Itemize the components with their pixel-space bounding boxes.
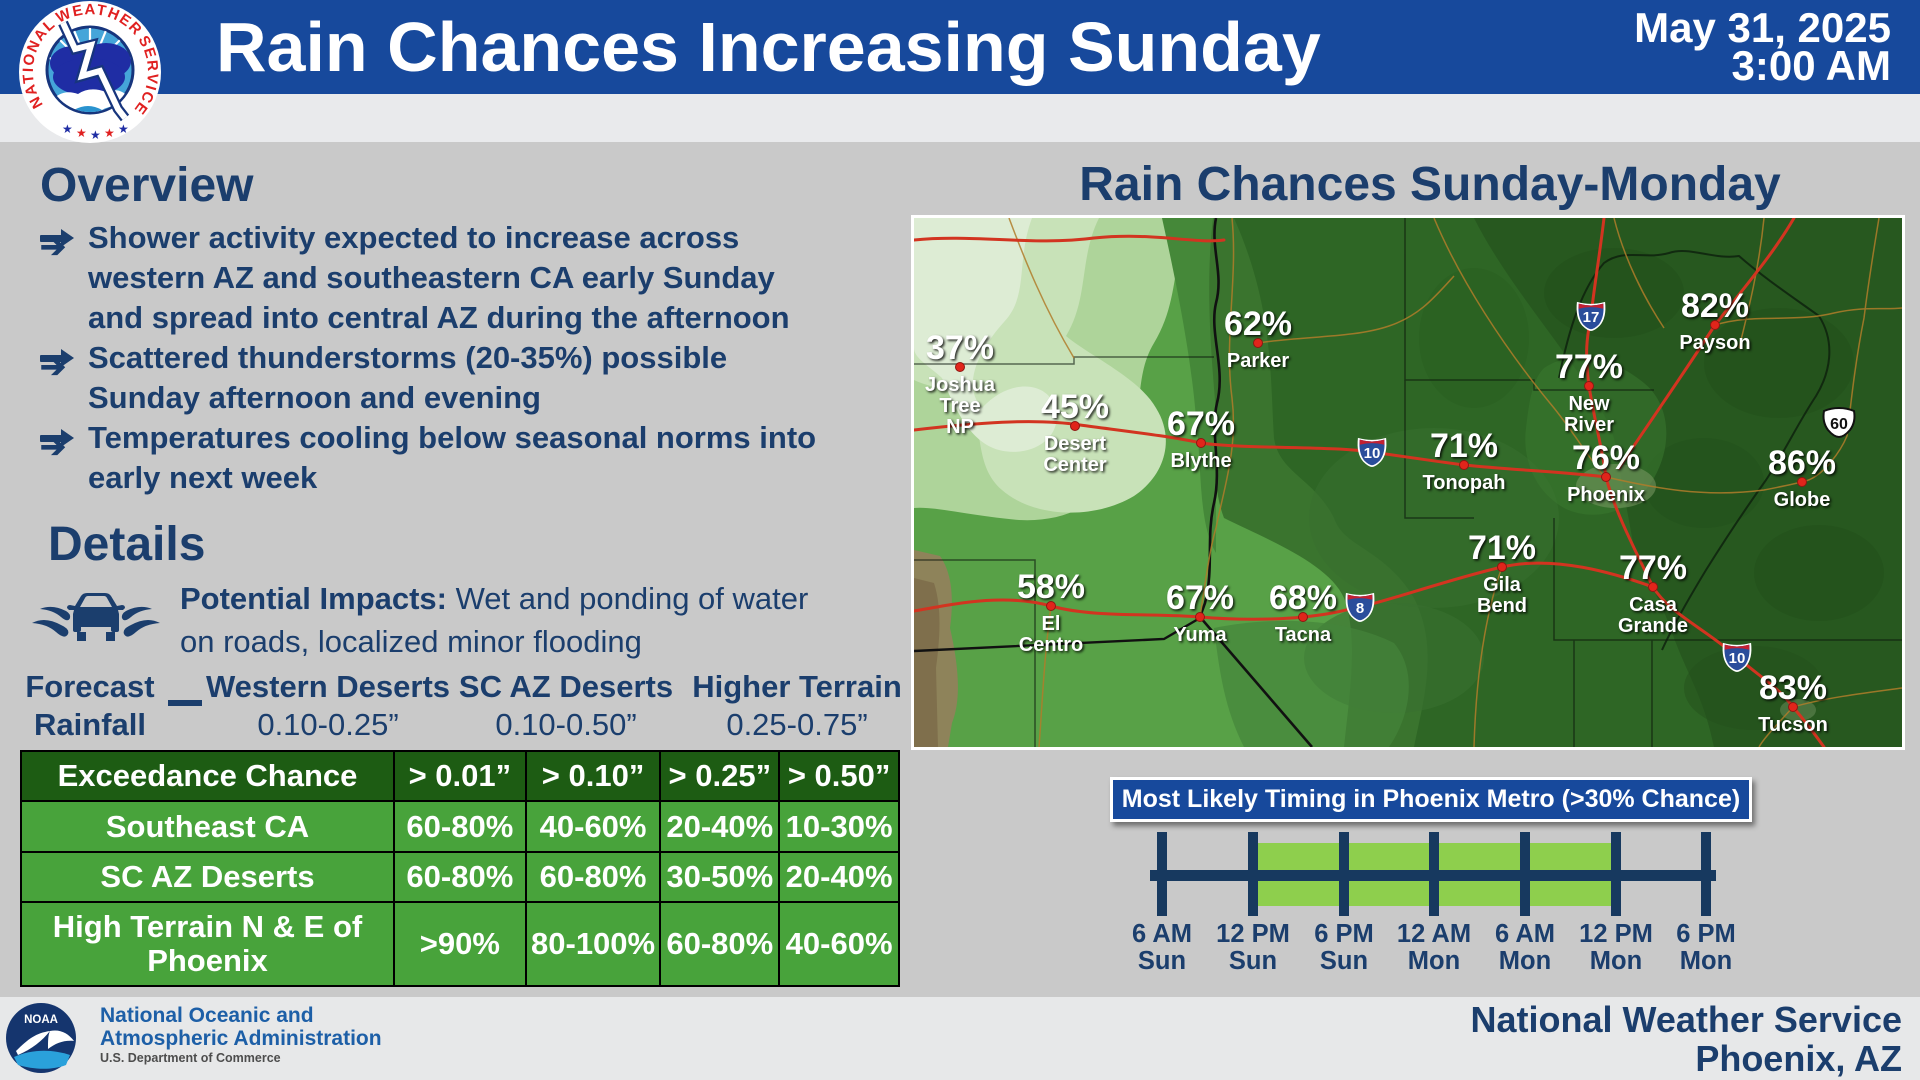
svg-text:6 AM: 6 AM bbox=[1495, 920, 1555, 948]
svg-text:77%: 77% bbox=[1555, 348, 1623, 386]
svg-text:Mon: Mon bbox=[1499, 947, 1551, 975]
svg-text:NOAA: NOAA bbox=[24, 1014, 58, 1026]
svg-text:83%: 83% bbox=[1759, 669, 1827, 707]
svg-text:Yuma: Yuma bbox=[1173, 624, 1227, 646]
svg-text:8: 8 bbox=[1356, 600, 1364, 617]
svg-text:12 AM: 12 AM bbox=[1397, 920, 1471, 948]
svg-text:17: 17 bbox=[1583, 309, 1600, 326]
svg-text:Sun: Sun bbox=[1138, 947, 1186, 975]
svg-text:Gila: Gila bbox=[1483, 574, 1522, 596]
svg-text:Payson: Payson bbox=[1679, 332, 1750, 354]
svg-text:60: 60 bbox=[1830, 416, 1848, 433]
svg-text:★: ★ bbox=[76, 126, 87, 140]
svg-text:76%: 76% bbox=[1572, 439, 1640, 477]
svg-text:77%: 77% bbox=[1619, 549, 1687, 587]
svg-text:12 PM: 12 PM bbox=[1216, 920, 1290, 948]
svg-text:Tree: Tree bbox=[939, 395, 980, 417]
svg-text:★: ★ bbox=[104, 126, 115, 140]
svg-text:82%: 82% bbox=[1681, 287, 1749, 325]
svg-text:El: El bbox=[1042, 613, 1061, 635]
svg-text:★: ★ bbox=[90, 128, 101, 142]
svg-text:67%: 67% bbox=[1166, 579, 1234, 617]
svg-text:Center: Center bbox=[1043, 454, 1107, 476]
svg-text:71%: 71% bbox=[1430, 427, 1498, 465]
svg-text:Centro: Centro bbox=[1019, 634, 1083, 656]
svg-text:Tonopah: Tonopah bbox=[1423, 472, 1506, 494]
svg-text:62%: 62% bbox=[1224, 305, 1292, 343]
svg-text:★: ★ bbox=[62, 122, 73, 136]
svg-text:NP: NP bbox=[946, 416, 974, 438]
svg-text:Globe: Globe bbox=[1774, 489, 1831, 511]
svg-text:6 AM: 6 AM bbox=[1132, 920, 1192, 948]
svg-text:6 PM: 6 PM bbox=[1676, 920, 1736, 948]
svg-text:37%: 37% bbox=[926, 329, 994, 367]
svg-text:68%: 68% bbox=[1269, 579, 1337, 617]
svg-text:86%: 86% bbox=[1768, 444, 1836, 482]
svg-text:Mon: Mon bbox=[1590, 947, 1642, 975]
svg-text:58%: 58% bbox=[1017, 568, 1085, 606]
svg-text:Phoenix: Phoenix bbox=[1567, 484, 1645, 506]
svg-text:Parker: Parker bbox=[1227, 350, 1289, 372]
svg-text:67%: 67% bbox=[1167, 405, 1235, 443]
svg-text:71%: 71% bbox=[1468, 529, 1536, 567]
svg-text:Sun: Sun bbox=[1229, 947, 1277, 975]
svg-text:River: River bbox=[1564, 414, 1614, 436]
svg-text:Grande: Grande bbox=[1618, 615, 1688, 637]
svg-text:10: 10 bbox=[1364, 445, 1381, 462]
svg-text:Casa: Casa bbox=[1629, 594, 1678, 616]
svg-text:Tacna: Tacna bbox=[1275, 624, 1332, 646]
svg-text:12 PM: 12 PM bbox=[1579, 920, 1653, 948]
svg-text:6 PM: 6 PM bbox=[1314, 920, 1374, 948]
svg-text:Desert: Desert bbox=[1044, 433, 1107, 455]
svg-text:45%: 45% bbox=[1041, 388, 1109, 426]
svg-text:Blythe: Blythe bbox=[1170, 450, 1231, 472]
svg-text:★: ★ bbox=[118, 122, 129, 136]
svg-text:Mon: Mon bbox=[1680, 947, 1732, 975]
svg-text:Tucson: Tucson bbox=[1758, 714, 1828, 736]
svg-text:New: New bbox=[1568, 393, 1610, 415]
svg-text:10: 10 bbox=[1729, 650, 1746, 667]
svg-text:Sun: Sun bbox=[1320, 947, 1368, 975]
svg-text:Bend: Bend bbox=[1477, 595, 1527, 617]
svg-text:Mon: Mon bbox=[1408, 947, 1460, 975]
svg-text:Joshua: Joshua bbox=[925, 374, 996, 396]
